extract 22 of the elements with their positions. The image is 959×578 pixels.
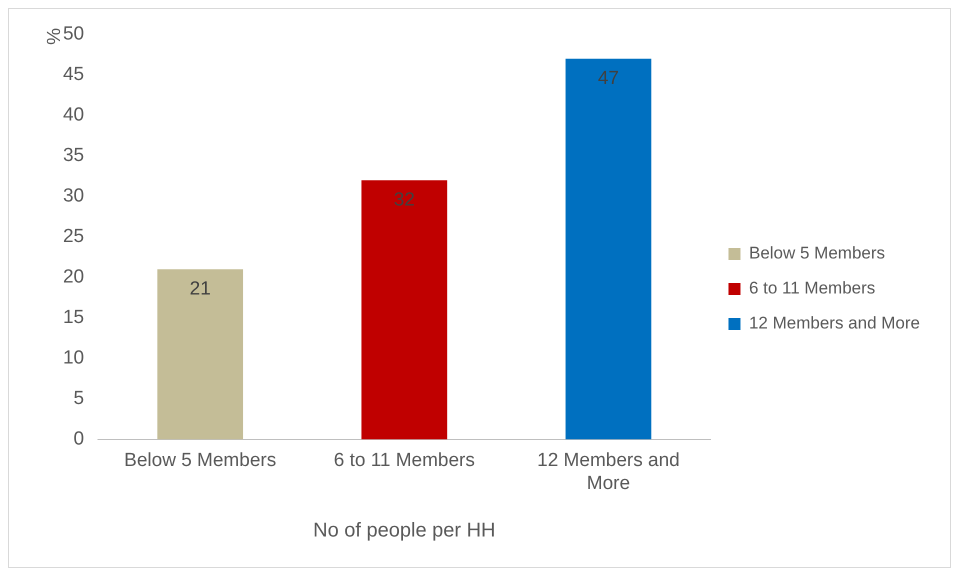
y-tick-label: 50	[62, 24, 84, 45]
y-tick-label: 25	[62, 226, 84, 248]
legend-label: 12 Members and More	[748, 314, 920, 333]
y-tick-label: 30	[62, 186, 84, 207]
y-tick-label: 10	[62, 348, 84, 369]
y-tick-label: 0	[74, 428, 84, 450]
y-tick-label: 45	[62, 64, 84, 86]
y-tick-label: 5	[74, 388, 84, 410]
x-axis-title: No of people per HH	[313, 520, 496, 542]
data-label: 21	[190, 278, 211, 300]
y-tick-label: 20	[62, 266, 84, 288]
y-tick-label: 35	[62, 145, 84, 166]
y-tick-label: 15	[62, 307, 84, 328]
legend-label: Below 5 Members	[748, 244, 886, 263]
y-axis-title: %	[44, 28, 66, 45]
data-label: 32	[394, 189, 415, 210]
x-tick-label: Below 5 Members	[124, 450, 276, 472]
x-tick-label: 12 Members and More	[537, 450, 680, 494]
y-tick-label: 40	[62, 104, 84, 126]
data-label: 47	[598, 68, 619, 89]
x-tick-label: 6 to 11 Members	[334, 450, 475, 472]
legend-label: 6 to 11 Members	[748, 278, 876, 298]
